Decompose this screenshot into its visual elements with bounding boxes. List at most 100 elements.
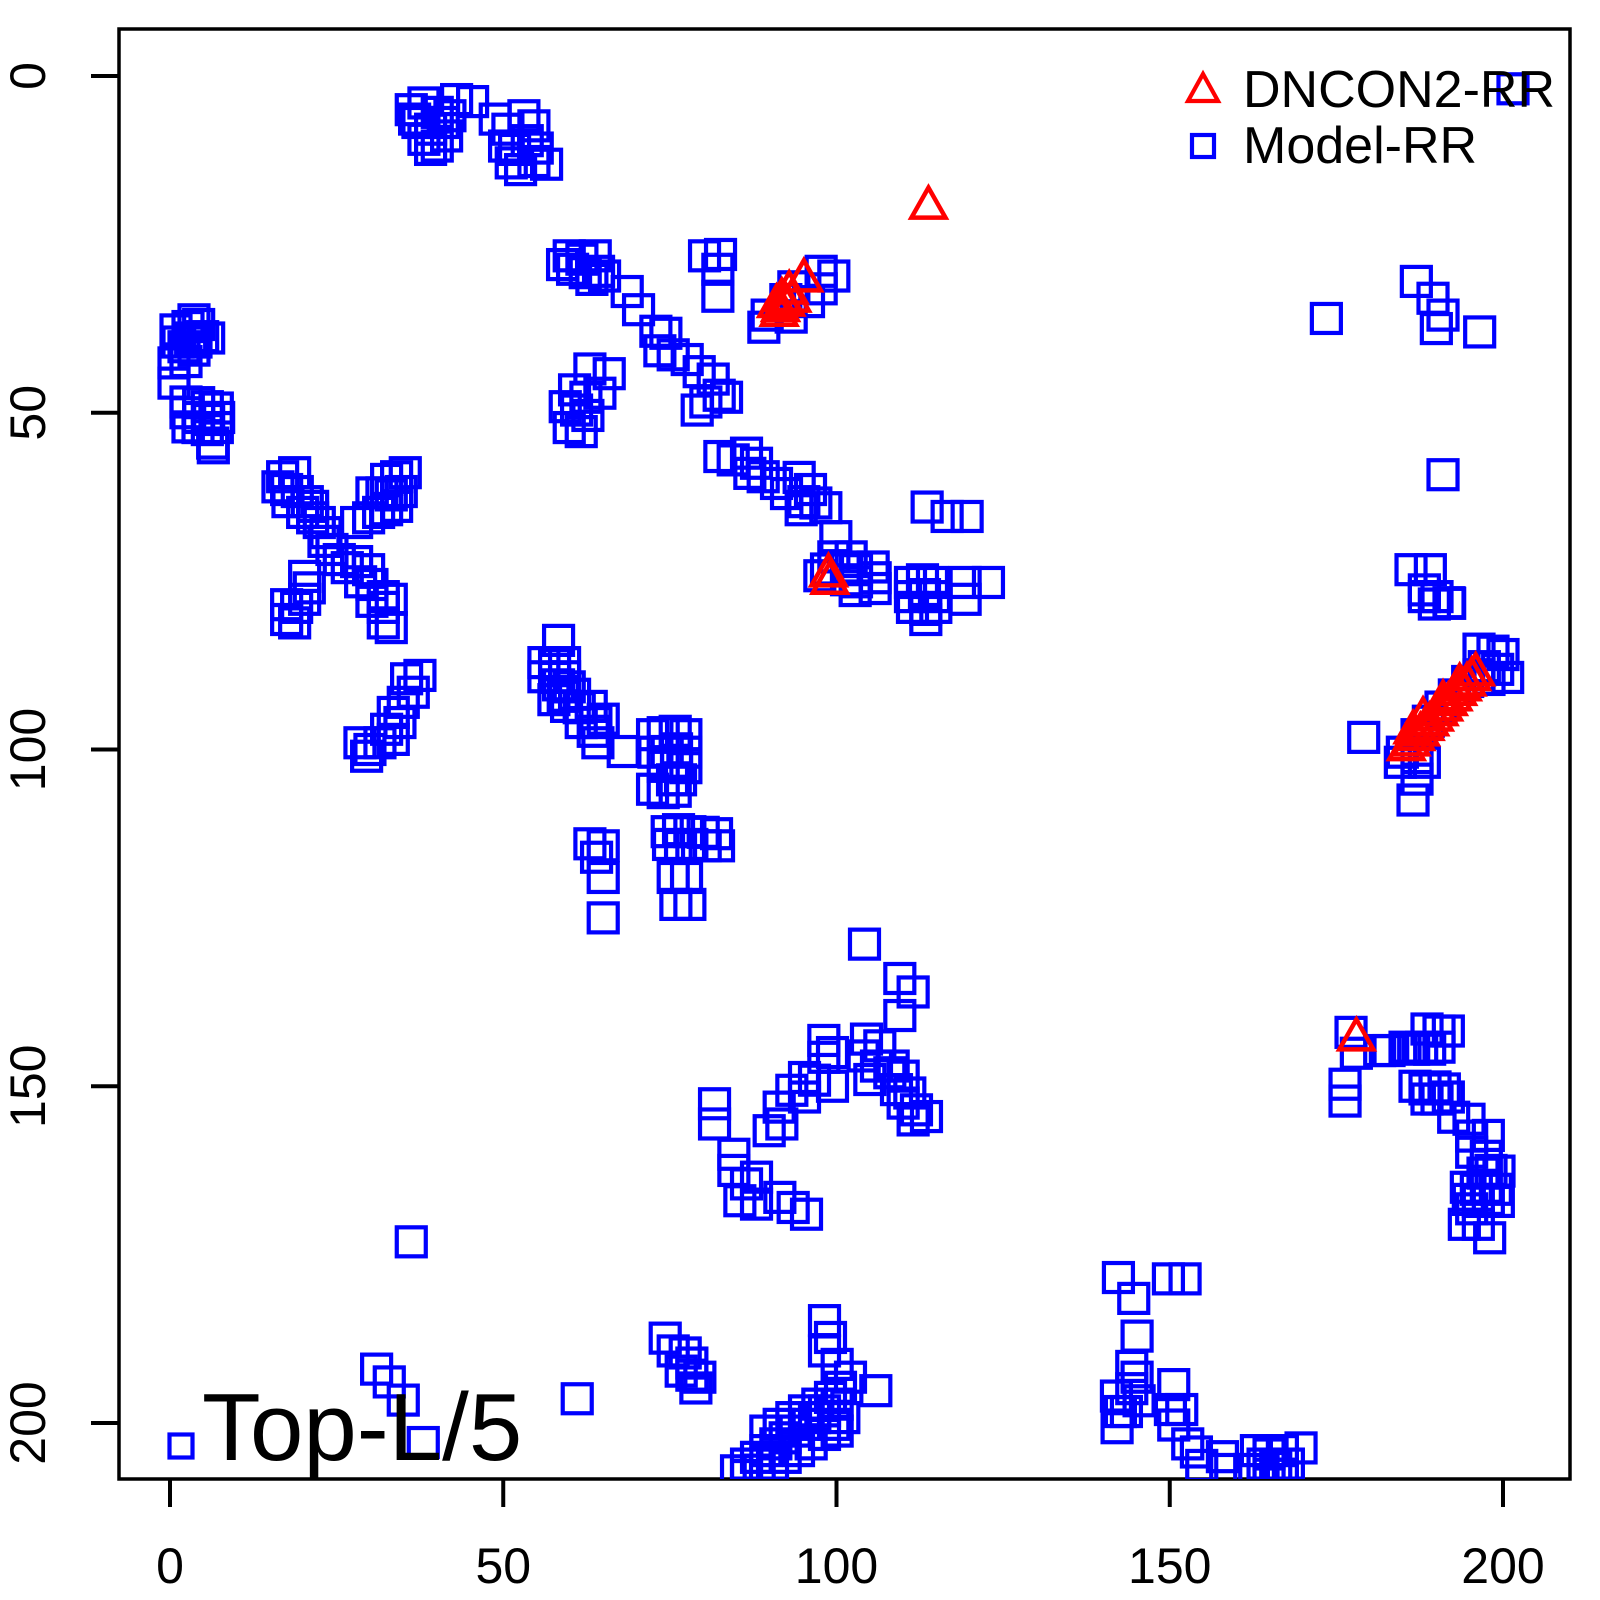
model-rr-point <box>697 1087 732 1121</box>
model-rr-point <box>1347 720 1381 754</box>
x-tick-label: 200 <box>1461 1538 1544 1594</box>
dncon2-rr-point <box>1335 1014 1378 1052</box>
model-rr-point <box>752 1114 786 1148</box>
model-rr-point <box>376 695 410 730</box>
model-rr-point <box>847 927 882 961</box>
model-rr-point <box>803 559 837 593</box>
model-rr-point <box>820 1414 854 1448</box>
model-rr-point <box>494 146 528 180</box>
model-rr-point <box>739 1187 774 1221</box>
model-rr-point <box>1151 1262 1186 1296</box>
model-rr-point <box>858 571 892 606</box>
model-rr-point <box>1426 458 1460 492</box>
model-rr-point <box>1168 1262 1202 1296</box>
model-rr-point <box>813 1320 848 1355</box>
model-rr-point <box>278 606 312 640</box>
model-rr-point <box>1400 762 1434 796</box>
model-rr-point <box>355 584 389 618</box>
model-rr-point <box>586 901 620 935</box>
model-rr-point <box>552 410 586 445</box>
model-rr-point <box>529 147 564 181</box>
model-rr-point <box>1416 281 1450 315</box>
bottom-legend-square-icon <box>167 1432 195 1460</box>
model-rr-point <box>689 385 723 419</box>
model-rr-point <box>1419 311 1453 346</box>
model-rr-point <box>703 237 738 272</box>
model-rr-point <box>586 702 620 736</box>
model-rr-point <box>286 495 320 530</box>
model-rr-point <box>579 840 614 874</box>
model-rr-point <box>679 1371 713 1405</box>
model-rr-point <box>909 602 943 637</box>
model-rr-point <box>807 1304 842 1338</box>
model-rr-point <box>680 393 714 427</box>
model-rr-point <box>1328 1084 1362 1118</box>
model-rr-point <box>1185 1448 1219 1479</box>
model-rr-point <box>1284 1431 1318 1465</box>
model-rr-point <box>729 1167 764 1201</box>
model-rr-point <box>948 582 982 616</box>
model-rr-point <box>1481 1184 1515 1219</box>
model-rr-point <box>414 132 448 167</box>
model-rr-point <box>576 714 610 748</box>
model-rr-point <box>1431 1014 1465 1048</box>
model-rr-point <box>950 499 984 534</box>
model-rr-point <box>658 714 692 748</box>
model-rr-point <box>635 772 670 806</box>
y-tick-label: 100 <box>0 708 56 791</box>
model-rr-point <box>782 460 816 495</box>
model-rr-point <box>288 582 322 616</box>
model-rr-point <box>807 1023 841 1058</box>
model-rr-point <box>701 279 735 313</box>
model-rr-point <box>507 99 541 133</box>
model-rr-point <box>1431 1080 1465 1114</box>
model-rr-point <box>883 998 917 1033</box>
y-tick-label: 50 <box>0 385 56 441</box>
model-rr-point <box>374 610 408 645</box>
model-rr-point <box>579 705 613 740</box>
model-rr-point <box>169 344 203 379</box>
dncon2-rr-point <box>807 550 850 588</box>
model-rr-point <box>196 431 230 465</box>
model-rr-point <box>386 1383 420 1417</box>
y-tick-label: 150 <box>0 1045 56 1128</box>
model-rr-point <box>406 1425 440 1460</box>
dncon2-rr-point <box>1392 707 1434 745</box>
model-rr-point <box>789 1197 824 1231</box>
x-tick-label: 150 <box>1128 1538 1211 1594</box>
model-rr-point <box>1100 1411 1134 1445</box>
model-rr-point <box>1473 1221 1507 1255</box>
model-rr-point <box>683 1360 717 1394</box>
dncon2-rr-point <box>764 280 807 317</box>
model-rr-point <box>386 685 420 719</box>
model-rr-point <box>161 325 195 359</box>
model-rr-point <box>787 1080 822 1114</box>
model-rr-point <box>697 1107 732 1141</box>
model-rr-point <box>1328 1067 1362 1101</box>
model-rr-point <box>610 274 644 309</box>
model-rr-point <box>380 489 414 523</box>
x-tick-label: 50 <box>475 1538 531 1594</box>
legend-square-icon <box>1189 132 1217 160</box>
top-l5-label: Top-L/5 <box>202 1374 522 1481</box>
model-rr-point <box>658 774 692 808</box>
model-rr-points <box>157 72 1530 1479</box>
model-rr-point <box>1399 264 1433 299</box>
model-rr-point <box>1496 72 1530 106</box>
model-rr-point <box>899 1093 934 1127</box>
model-rr-point <box>353 732 387 767</box>
dncon2-rr-point <box>1454 649 1497 687</box>
model-rr-point <box>1396 783 1430 817</box>
dncon2-rr-point <box>782 255 825 293</box>
model-rr-point <box>909 1099 944 1134</box>
model-rr-point <box>455 84 490 119</box>
model-rr-point <box>723 1184 757 1218</box>
model-rr-point <box>1265 1457 1299 1479</box>
model-rr-point <box>261 470 295 504</box>
model-rr-point <box>394 1225 428 1259</box>
model-rr-point <box>817 259 851 293</box>
model-rr-point <box>859 1374 893 1408</box>
x-axis: 0 50 100 150 200 <box>156 1479 1545 1594</box>
